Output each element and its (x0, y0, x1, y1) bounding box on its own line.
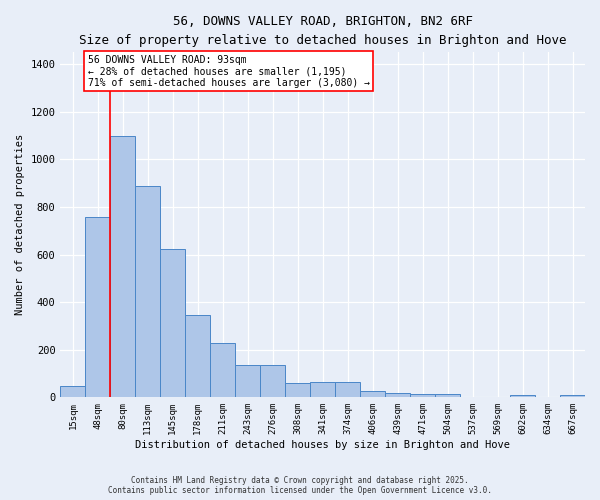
Bar (285, 383, 310, 398)
Bar (385, 393, 410, 398)
Text: 56 DOWNS VALLEY ROAD: 93sqm
← 28% of detached houses are smaller (1,195)
71% of : 56 DOWNS VALLEY ROAD: 93sqm ← 28% of det… (88, 54, 370, 88)
Bar (360, 392, 385, 398)
Bar (560, 395, 585, 398)
Bar (310, 382, 335, 398)
Bar (435, 394, 460, 398)
Bar (136, 186, 160, 398)
X-axis label: Distribution of detached houses by size in Brighton and Hove: Distribution of detached houses by size … (135, 440, 510, 450)
Bar (110, 136, 136, 398)
Bar (235, 365, 260, 398)
Bar (160, 248, 185, 398)
Bar (335, 382, 360, 398)
Title: 56, DOWNS VALLEY ROAD, BRIGHTON, BN2 6RF
Size of property relative to detached h: 56, DOWNS VALLEY ROAD, BRIGHTON, BN2 6RF… (79, 15, 566, 47)
Bar (61, 386, 85, 398)
Bar (85, 216, 110, 398)
Bar (260, 365, 285, 398)
Bar (510, 395, 535, 398)
Bar (185, 315, 210, 398)
Bar (210, 343, 235, 398)
Text: Contains HM Land Registry data © Crown copyright and database right 2025.
Contai: Contains HM Land Registry data © Crown c… (108, 476, 492, 495)
Y-axis label: Number of detached properties: Number of detached properties (15, 134, 25, 316)
Bar (410, 394, 435, 398)
